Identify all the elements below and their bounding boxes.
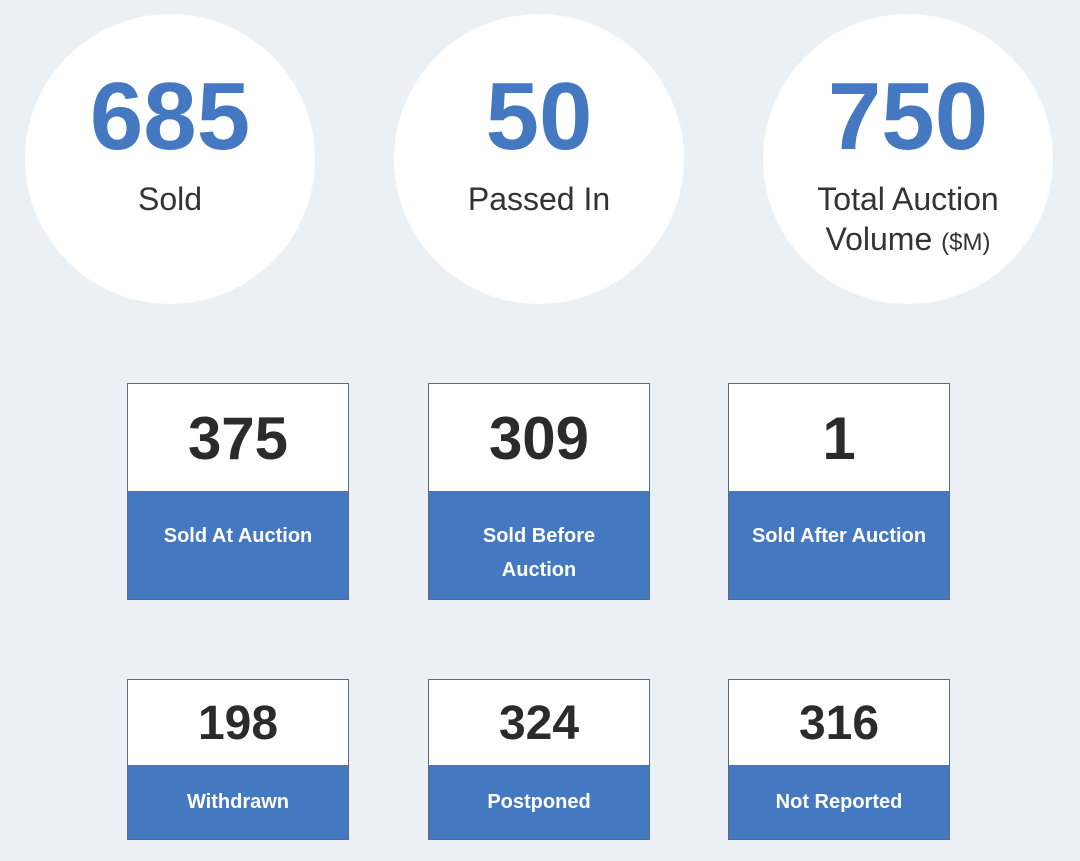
auction-volume-label-wrap: Total Auction Volume ($M) (793, 179, 1023, 263)
passed-in-label: Passed In (467, 181, 611, 217)
passed-in-stat-circle: 50 Passed In (394, 14, 684, 304)
auction-volume-unit: ($M) (941, 229, 991, 256)
sold-label: Sold (137, 181, 203, 217)
sold-after-auction-tile: 1 Sold After Auction (728, 383, 950, 600)
tile-value: 198 (128, 680, 348, 765)
passed-in-count: 50 (485, 63, 593, 170)
sold-at-auction-tile: 375 Sold At Auction (127, 383, 349, 600)
tile-label: Sold After Auction (729, 491, 949, 599)
sold-before-auction-tile: 309 Sold Before Auction (428, 383, 650, 600)
postponed-tile: 324 Postponed (428, 679, 650, 840)
tile-value: 324 (429, 680, 649, 765)
not-reported-tile: 316 Not Reported (728, 679, 950, 840)
tile-value: 375 (128, 384, 348, 491)
auction-volume-value: 750 (827, 63, 989, 170)
tile-label: Sold At Auction (128, 491, 348, 599)
tile-label: Withdrawn (128, 765, 348, 839)
withdrawn-tile: 198 Withdrawn (127, 679, 349, 840)
auction-volume-label: Total Auction Volume (817, 181, 999, 257)
tile-value: 309 (429, 384, 649, 491)
tile-label: Not Reported (729, 765, 949, 839)
tile-value: 316 (729, 680, 949, 765)
sold-count: 685 (89, 63, 251, 170)
auction-volume-stat-circle: 750 Total Auction Volume ($M) (763, 14, 1053, 304)
tile-label: Sold Before Auction (429, 491, 649, 599)
tile-value: 1 (729, 384, 949, 491)
sold-stat-circle: 685 Sold (25, 14, 315, 304)
tile-label: Postponed (429, 765, 649, 839)
